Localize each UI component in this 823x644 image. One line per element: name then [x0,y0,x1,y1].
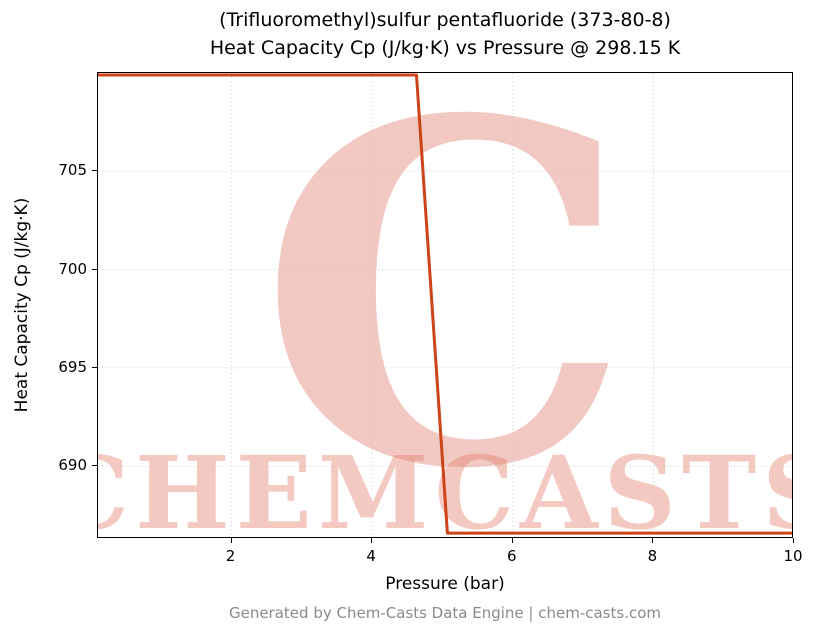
y-tick-mark [92,170,97,172]
x-tick-label: 10 [783,547,803,565]
y-axis-label: Heat Capacity Cp (J/kg·K) [12,197,32,413]
x-tick-mark [793,538,794,543]
x-tick-label: 2 [225,547,236,565]
y-tick-mark [92,366,97,368]
x-tick-label: 4 [366,547,376,565]
x-tick-mark [230,538,232,543]
footer-credit: Generated by Chem-Casts Data Engine | ch… [228,604,662,622]
x-axis-label: Pressure (bar) [385,574,505,594]
x-tick-label: 6 [507,547,517,565]
data-series-line [98,73,792,535]
y-tick-label: 690 [58,456,87,475]
x-tick-mark [511,538,513,543]
y-tick-label: 700 [58,259,87,278]
line-chart-canvas [98,73,792,537]
y-tick-mark [92,465,97,467]
plot-area: C CHEMCASTS [97,72,793,538]
chart-title-line1: (Trifluoromethyl)sulfur pentafluoride (3… [219,9,671,31]
y-tick-mark [92,268,97,270]
x-tick-label: 8 [647,547,658,565]
chart-title: (Trifluoromethyl)sulfur pentafluoride (3… [97,6,793,62]
x-tick-mark [371,538,373,543]
y-tick-label: 695 [58,357,87,376]
x-tick-mark [652,538,654,543]
y-tick-label: 705 [58,161,87,180]
chart-title-line2: Heat Capacity Cp (J/kg·K) vs Pressure @ … [209,37,681,59]
